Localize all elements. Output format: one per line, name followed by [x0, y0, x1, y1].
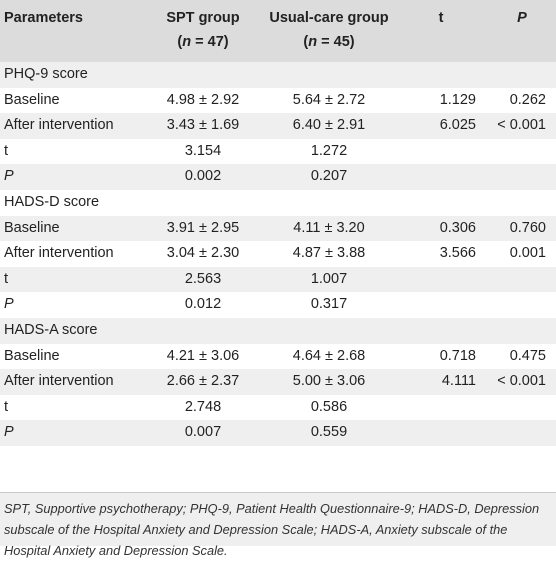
cell-p	[488, 292, 556, 318]
header-spt-group: SPT group (n = 47)	[166, 10, 240, 50]
table-row: P 0.012 0.317	[0, 292, 556, 318]
cell-t: 0.306	[439, 219, 476, 236]
section-header-row: PHQ-9 score	[0, 62, 556, 88]
table-row: After intervention 2.66 ± 2.37 5.00 ± 3.06…	[0, 369, 556, 395]
header-t: t	[438, 10, 444, 26]
cell-p	[488, 139, 556, 165]
row-label: t	[4, 142, 9, 159]
table-header: Parameters SPT group (n = 47) Usual-care…	[0, 0, 556, 62]
cell-spt-group: 2.748	[184, 398, 222, 415]
section-header-row: HADS-A score	[0, 317, 556, 344]
table-row: Baseline 4.21 ± 3.06 4.64 ± 2.68 0.718 0.475	[0, 344, 556, 370]
cell-spt-group: 3.04 ± 2.30	[166, 245, 240, 262]
cell-spt-group: 0.002	[184, 168, 222, 185]
section-header-row: HADS-D score	[0, 190, 556, 216]
table-footnote: SPT, Supportive psychotherapy; PHQ-9, Pa…	[0, 492, 556, 558]
table-row: Baseline 4.98 ± 2.92 5.64 ± 2.72 1.129 0.262	[0, 88, 556, 114]
cell-spt-group: 2.66 ± 2.37	[166, 373, 240, 390]
cell-usual-care-group: 6.40 ± 2.91	[292, 117, 366, 134]
row-label: P	[4, 296, 14, 313]
results-table: Parameters SPT group (n = 47) Usual-care…	[0, 0, 556, 446]
cell-t	[394, 420, 488, 446]
cell-usual-care-group: 0.207	[310, 168, 348, 185]
table-body: PHQ-9 score Baseline 4.98 ± 2.92 5.64 ± 2.7…	[0, 62, 556, 446]
cell-usual-care-group: 0.559	[310, 424, 348, 441]
section-title: PHQ-9 score	[4, 66, 88, 82]
table-row: P 0.007 0.559	[0, 420, 556, 446]
cell-t	[394, 267, 488, 293]
cell-spt-group: 0.007	[184, 424, 222, 441]
cell-spt-group: 3.154	[184, 142, 222, 159]
cell-p: < 0.001	[497, 117, 546, 134]
section-title: HADS-A score	[4, 321, 98, 338]
header-p: P	[517, 10, 527, 26]
row-label: t	[4, 270, 9, 287]
cell-spt-group: 3.91 ± 2.95	[166, 219, 240, 236]
cell-p: 0.001	[509, 245, 546, 262]
cell-p	[488, 267, 556, 293]
cell-p: 0.475	[509, 347, 546, 364]
row-label: After intervention	[4, 245, 114, 262]
table-row: t 3.154 1.272	[0, 139, 556, 165]
table-row: t 2.748 0.586	[0, 395, 556, 421]
row-label: Baseline	[4, 347, 60, 364]
cell-usual-care-group: 4.87 ± 3.88	[292, 245, 366, 262]
cell-usual-care-group: 4.64 ± 2.68	[292, 347, 366, 364]
cell-usual-care-group: 1.007	[310, 270, 348, 287]
cell-p	[488, 164, 556, 190]
cell-t: 6.025	[439, 117, 476, 134]
row-label: After intervention	[4, 373, 114, 390]
table-row: t 2.563 1.007	[0, 266, 556, 293]
row-label: Baseline	[4, 91, 60, 108]
header-usual-care-group: Usual-care group (n = 45)	[269, 10, 389, 50]
cell-p: 0.760	[509, 219, 546, 236]
cell-usual-care-group: 4.11 ± 3.20	[293, 219, 365, 236]
cell-usual-care-group: 5.00 ± 3.06	[292, 373, 366, 390]
cell-t: 3.566	[439, 245, 476, 262]
header-row: Parameters SPT group (n = 47) Usual-care…	[0, 0, 556, 62]
cell-t: 1.129	[439, 91, 476, 108]
header-parameters: Parameters	[4, 10, 83, 26]
cell-spt-group: 4.21 ± 3.06	[166, 347, 240, 364]
cell-usual-care-group: 5.64 ± 2.72	[292, 91, 366, 108]
table-row: After intervention 3.43 ± 1.69 6.40 ± 2.91…	[0, 113, 556, 139]
row-label: P	[4, 424, 14, 441]
table-row: P 0.002 0.207	[0, 164, 556, 190]
row-label: t	[4, 398, 9, 415]
section-title: HADS-D score	[4, 193, 100, 210]
cell-t	[394, 164, 488, 190]
cell-t	[394, 292, 488, 318]
cell-usual-care-group: 0.586	[310, 398, 348, 415]
cell-p: < 0.001	[497, 373, 546, 390]
cell-p: 0.262	[509, 91, 546, 108]
row-label: Baseline	[4, 219, 60, 236]
cell-spt-group: 2.563	[184, 270, 222, 287]
cell-spt-group: 3.43 ± 1.69	[166, 117, 240, 134]
cell-spt-group: 4.98 ± 2.92	[166, 91, 240, 108]
cell-t	[394, 395, 488, 421]
cell-spt-group: 0.012	[184, 296, 222, 313]
row-label: After intervention	[4, 117, 114, 134]
cell-t	[394, 139, 488, 165]
row-label: P	[4, 168, 14, 185]
cell-usual-care-group: 0.317	[310, 296, 348, 313]
table-row: Baseline 3.91 ± 2.95 4.11 ± 3.20 0.306 0.760	[0, 215, 556, 242]
table-row: After intervention 3.04 ± 2.30 4.87 ± 3.88…	[0, 241, 556, 267]
cell-t: 0.718	[439, 347, 476, 364]
cell-p	[488, 395, 556, 421]
cell-usual-care-group: 1.272	[310, 142, 348, 159]
cell-t: 4.111	[441, 373, 476, 390]
cell-p	[488, 420, 556, 446]
